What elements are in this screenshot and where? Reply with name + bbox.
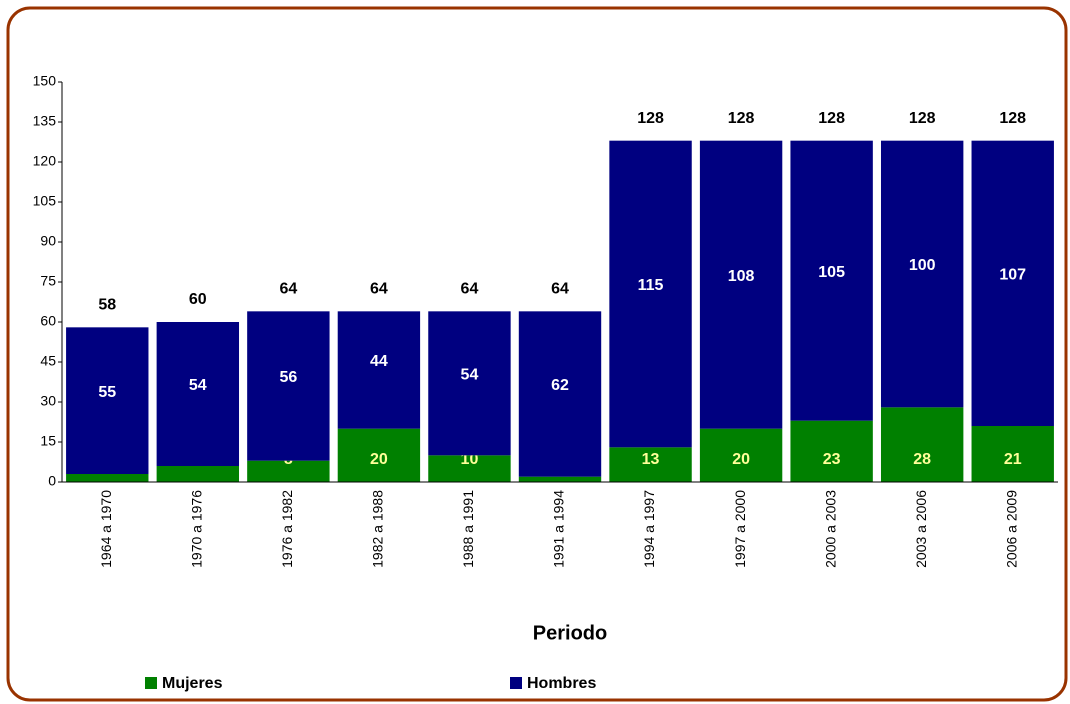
data-label: 20 <box>370 451 388 468</box>
total-label: 128 <box>909 110 936 127</box>
bar-segment <box>880 140 964 408</box>
data-label: 105 <box>818 264 845 281</box>
data-label: 115 <box>638 277 664 294</box>
bar-segment <box>518 476 602 482</box>
bar-segment <box>156 322 240 466</box>
x-tick-label: 2000 a 2003 <box>822 490 838 568</box>
x-tick-label: 2006 a 2009 <box>1003 490 1019 568</box>
data-label: 100 <box>909 257 936 274</box>
bar-segment <box>880 407 964 482</box>
data-label: 56 <box>279 369 297 386</box>
legend-label: Mujeres <box>162 675 223 692</box>
x-tick-label: 1994 a 1997 <box>641 490 657 568</box>
y-tick-label: 45 <box>40 353 56 369</box>
total-label: 60 <box>189 291 207 308</box>
bar-segment <box>699 428 783 482</box>
data-label: 20 <box>732 451 750 468</box>
bar-segment <box>156 466 240 482</box>
bar-segment <box>609 140 692 448</box>
data-label: 28 <box>913 451 931 468</box>
x-tick-label: 1970 a 1976 <box>189 490 205 568</box>
bar-segment <box>337 428 421 482</box>
bar-segment <box>247 311 330 461</box>
bar-segment <box>428 311 511 456</box>
bar-segment <box>699 140 783 429</box>
data-label: 10 <box>461 451 479 468</box>
x-tick-label: 1964 a 1970 <box>98 490 114 568</box>
bar-segment <box>971 140 1054 426</box>
data-label: 55 <box>98 384 116 401</box>
y-tick-label: 105 <box>33 193 57 209</box>
y-tick-label: 0 <box>48 473 56 489</box>
y-tick-label: 15 <box>40 433 56 449</box>
bar-segment <box>66 327 149 474</box>
data-label: 21 <box>1004 451 1022 468</box>
data-label: 107 <box>999 267 1026 284</box>
bar-segment <box>609 447 692 482</box>
total-label: 64 <box>551 281 569 298</box>
legend-swatch <box>510 677 522 689</box>
y-tick-label: 60 <box>40 313 56 329</box>
x-tick-label: 1976 a 1982 <box>279 490 295 568</box>
total-label: 64 <box>279 281 297 298</box>
x-tick-label: 2003 a 2006 <box>913 490 929 568</box>
y-tick-label: 90 <box>40 233 56 249</box>
total-label: 64 <box>461 281 479 298</box>
bar-segment <box>66 474 149 482</box>
bar-segment <box>790 140 873 421</box>
y-tick-label: 75 <box>40 273 56 289</box>
total-label: 128 <box>999 110 1026 127</box>
total-label: 64 <box>370 281 388 298</box>
legend-swatch <box>145 677 157 689</box>
y-tick-label: 120 <box>33 153 57 169</box>
data-label: 54 <box>461 367 479 384</box>
data-label: 62 <box>551 377 569 394</box>
y-tick-label: 135 <box>33 113 57 129</box>
bar-segment <box>790 420 873 482</box>
data-label: 108 <box>728 268 755 285</box>
bar-segment <box>518 311 602 477</box>
x-tick-label: 1988 a 1991 <box>460 490 476 568</box>
data-label: 44 <box>370 353 388 370</box>
x-tick-label: 1997 a 2000 <box>732 490 748 568</box>
bar-segment <box>971 426 1054 482</box>
data-label: 23 <box>823 451 841 468</box>
y-tick-label: 30 <box>40 393 56 409</box>
x-axis-title: Periodo <box>533 622 607 644</box>
total-label: 58 <box>98 297 116 314</box>
bar-segment <box>247 460 330 482</box>
x-tick-label: 1982 a 1988 <box>370 490 386 568</box>
bar-segment <box>428 455 511 482</box>
total-label: 128 <box>728 110 755 127</box>
data-label: 13 <box>642 451 660 468</box>
y-tick-label: 150 <box>33 73 57 89</box>
data-label: 54 <box>189 377 207 394</box>
legend-label: Hombres <box>527 675 596 692</box>
x-tick-label: 1991 a 1994 <box>551 490 567 568</box>
bar-segment <box>337 311 421 429</box>
total-label: 128 <box>818 110 845 127</box>
total-label: 128 <box>637 110 664 127</box>
